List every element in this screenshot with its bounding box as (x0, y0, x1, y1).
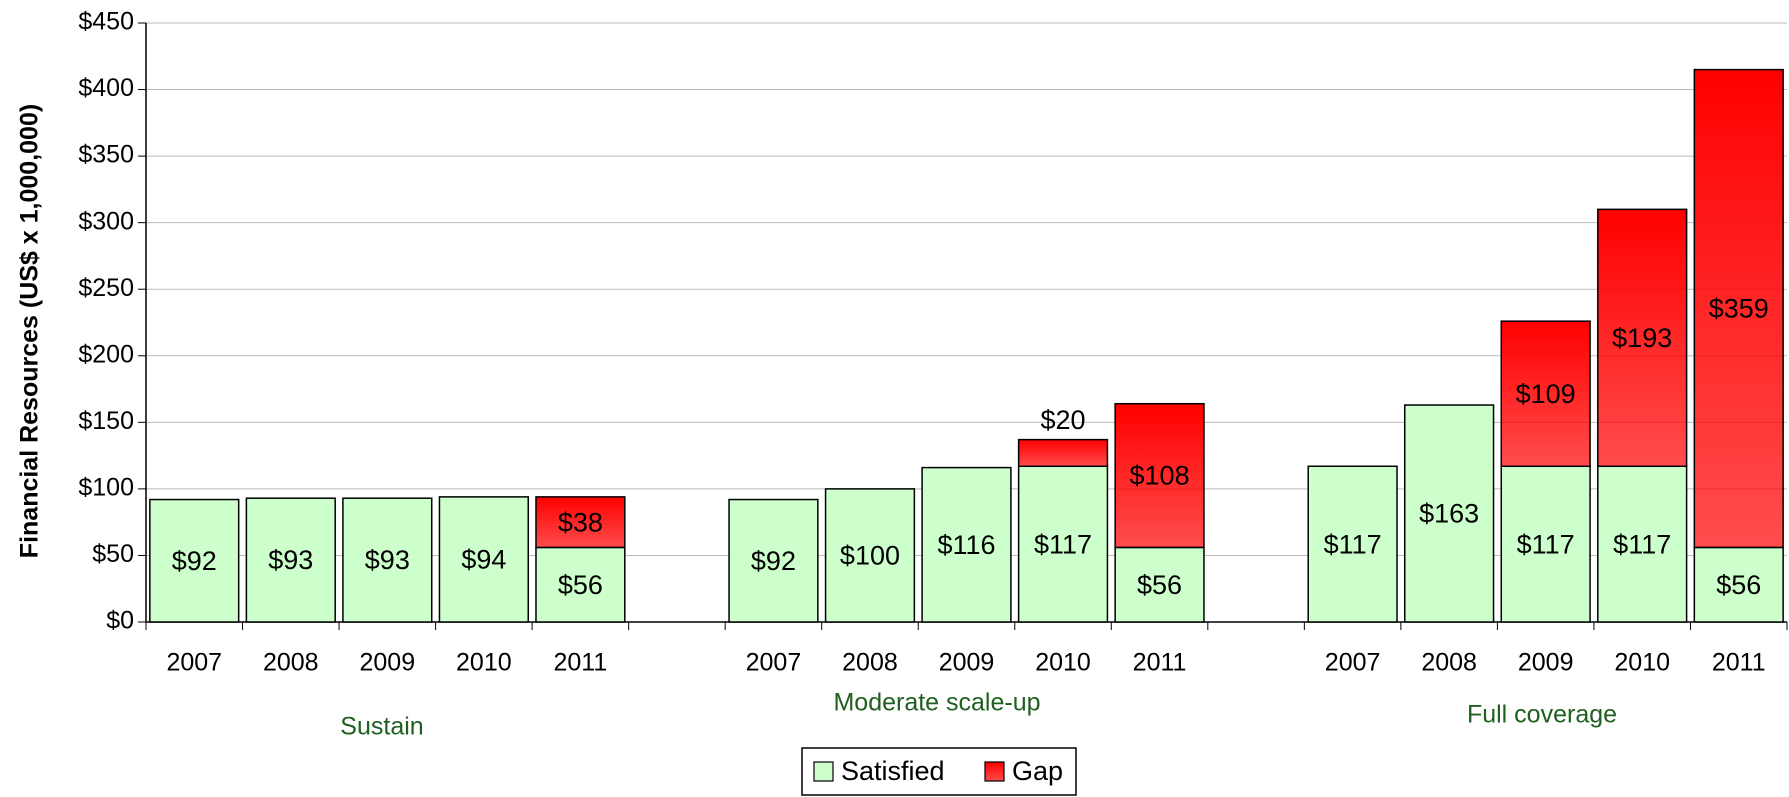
data-label: $109 (1516, 379, 1576, 409)
group-label: Full coverage (1467, 701, 1617, 729)
y-tick-label: $250 (78, 274, 134, 302)
y-tick-label: $0 (106, 607, 134, 635)
x-tick-label: 2010 (1614, 649, 1670, 677)
bar-segment (245, 497, 336, 623)
y-tick-label: $50 (92, 540, 134, 568)
bar-segment (1017, 465, 1109, 623)
data-label: $117 (1613, 529, 1671, 559)
data-label: $56 (1716, 570, 1761, 600)
data-label: $92 (751, 546, 796, 576)
y-tick-label: $100 (78, 473, 134, 501)
group-label: Sustain (340, 713, 423, 741)
data-label: $94 (461, 545, 506, 575)
y-tick-label: $450 (78, 8, 134, 36)
x-tick-label: 2007 (166, 649, 222, 677)
bar-segment (1017, 438, 1109, 468)
data-label: $117 (1324, 529, 1382, 559)
data-label: $359 (1709, 294, 1769, 324)
x-tick-label: 2009 (360, 649, 416, 677)
data-label: $108 (1130, 461, 1190, 491)
legend: Satisfied Gap (801, 747, 1077, 796)
data-label: $193 (1612, 323, 1672, 353)
bar-segment (824, 488, 916, 623)
bar-segment (1693, 546, 1784, 623)
data-label: $117 (1034, 529, 1092, 559)
data-label: $93 (365, 545, 410, 575)
y-tick-label: $300 (78, 207, 134, 235)
x-tick-label: 2007 (1325, 649, 1381, 677)
bar-segment (1403, 404, 1495, 623)
bar-segment (342, 497, 433, 623)
x-tick-label: 2009 (1518, 649, 1574, 677)
group-label: Moderate scale-up (833, 689, 1040, 717)
data-label: $56 (558, 570, 603, 600)
bar-segment (149, 498, 240, 623)
bar-segment (1597, 465, 1688, 623)
data-label: $93 (268, 545, 313, 575)
bar-segment (1597, 208, 1688, 468)
y-tick-label: $150 (78, 407, 134, 435)
bar-segment (1693, 68, 1784, 549)
x-tick-label: 2008 (1421, 649, 1477, 677)
bar-segment (535, 546, 626, 623)
bar-segment (921, 466, 1012, 623)
data-label: $38 (558, 507, 603, 537)
x-tick-label: 2010 (1035, 649, 1091, 677)
bar-segment (438, 496, 530, 623)
data-label: $92 (172, 546, 217, 576)
bar-segment (1307, 465, 1398, 623)
legend-box (801, 747, 1077, 796)
y-tick-label: $400 (78, 74, 134, 102)
bar-segment (1500, 320, 1591, 468)
x-tick-label: 2009 (939, 649, 995, 677)
x-tick-label: 2008 (842, 649, 898, 677)
y-tick-label: $350 (78, 141, 134, 169)
bar-segment (535, 496, 626, 549)
x-tick-label: 2010 (456, 649, 512, 677)
data-label: $20 (1040, 405, 1085, 435)
bar-segment (728, 498, 819, 623)
legend-swatch (813, 761, 834, 782)
y-axis-title: Financial Resources (US$ x 1,000,000) (16, 104, 44, 558)
y-tick-label: $200 (78, 340, 134, 368)
x-tick-label: 2011 (1133, 649, 1187, 677)
legend-label: Satisfied (841, 756, 945, 786)
data-label: $100 (840, 541, 900, 571)
x-tick-label: 2011 (553, 649, 607, 677)
bar-segment (1114, 402, 1205, 549)
legend-swatch (984, 761, 1005, 782)
data-label: $117 (1517, 529, 1575, 559)
data-label: $56 (1137, 570, 1182, 600)
x-tick-label: 2008 (263, 649, 319, 677)
data-label: $116 (937, 530, 995, 560)
data-label: $163 (1419, 499, 1479, 529)
bar-segment (1114, 546, 1205, 623)
x-tick-label: 2007 (746, 649, 802, 677)
legend-label: Gap (1012, 756, 1063, 786)
x-tick-label: 2011 (1712, 649, 1766, 677)
